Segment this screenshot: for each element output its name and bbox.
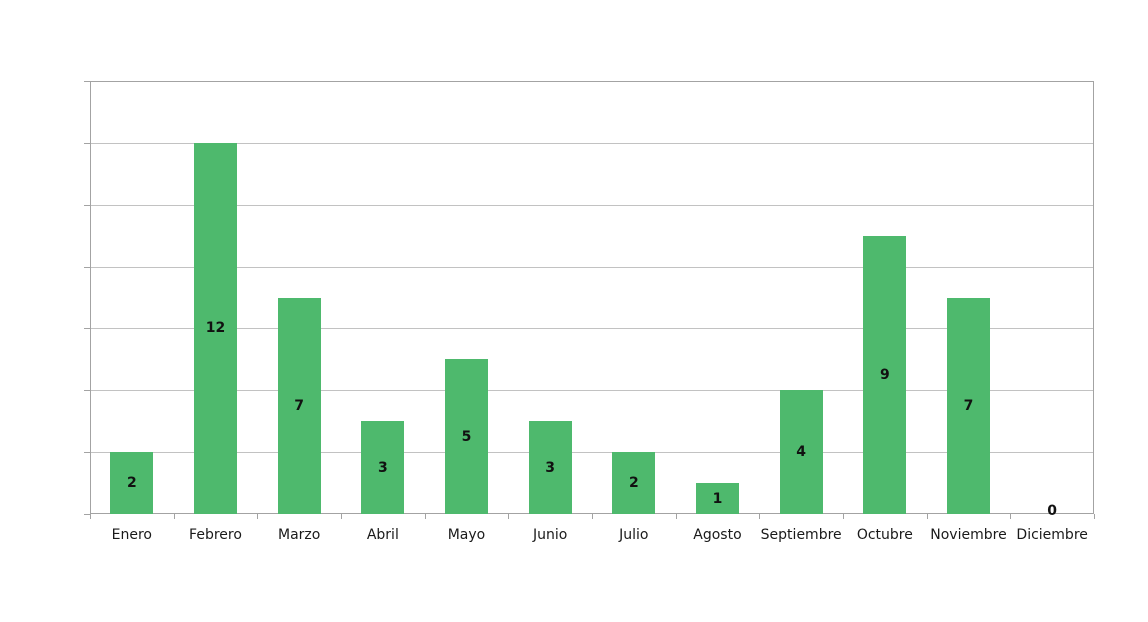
plot-area [90,81,1094,514]
x-axis-tick [257,514,258,519]
x-axis-tick [759,514,760,519]
x-axis-label: Diciembre [1016,527,1088,543]
x-axis-tick [843,514,844,519]
bar-value-label: 7 [294,397,305,414]
x-axis-label: Septiembre [760,527,842,543]
x-axis-label: Agosto [693,527,742,543]
bar-value-label: 5 [461,428,472,445]
bar [110,452,154,514]
bar [612,452,656,514]
y-axis-tick [84,514,90,515]
y-axis-tick [84,452,90,454]
x-axis-tick [508,514,509,519]
y-axis-tick [84,142,90,144]
x-axis-tick [341,514,342,519]
y-axis-tick [84,328,90,330]
bar [445,359,488,514]
x-axis-label: Enero [111,527,152,543]
bar-value-label: 0 [1047,503,1058,519]
bar-value-label: 7 [963,397,974,414]
bar-value-label: 4 [796,444,807,461]
bar-value-label: 3 [377,459,388,476]
x-axis-label: Marzo [277,527,321,543]
gridline [91,328,1093,330]
y-axis-tick [84,390,90,392]
y-axis-tick [84,266,90,268]
gridline [91,142,1093,144]
y-axis-tick [84,81,90,82]
gridline [91,452,1093,454]
x-axis-tick [676,514,677,519]
bar-value-label: 3 [545,459,556,476]
bar [696,483,739,514]
x-axis-tick [1010,514,1011,519]
bar [779,390,823,514]
x-axis-label: Febrero [189,527,242,543]
x-axis-label: Mayo [447,527,486,543]
bar-value-label: 1 [712,490,723,507]
y-axis-tick [84,204,90,206]
bar-value-label: 2 [628,475,639,492]
x-axis-label: Junio [532,527,568,543]
bar [947,297,990,514]
x-axis-tick [90,514,91,519]
x-axis-label: Noviembre [930,527,1007,543]
bar [277,297,321,514]
x-axis-label: Octubre [856,527,913,543]
x-axis-label: Abril [366,527,399,543]
bar [194,142,237,514]
x-axis-tick [425,514,426,519]
bar [528,421,572,514]
bar-value-label: 9 [879,366,890,383]
x-axis-tick [927,514,928,519]
gridline [91,390,1093,392]
bar [863,235,907,514]
x-axis-tick [174,514,175,519]
bar-value-label: 12 [205,320,226,337]
x-axis-label: Julio [619,527,649,543]
gridline [91,266,1093,268]
gridline [91,204,1093,206]
x-axis-tick [592,514,593,519]
x-axis-tick [1094,514,1095,519]
bar [361,421,405,514]
bar-value-label: 2 [126,475,137,492]
